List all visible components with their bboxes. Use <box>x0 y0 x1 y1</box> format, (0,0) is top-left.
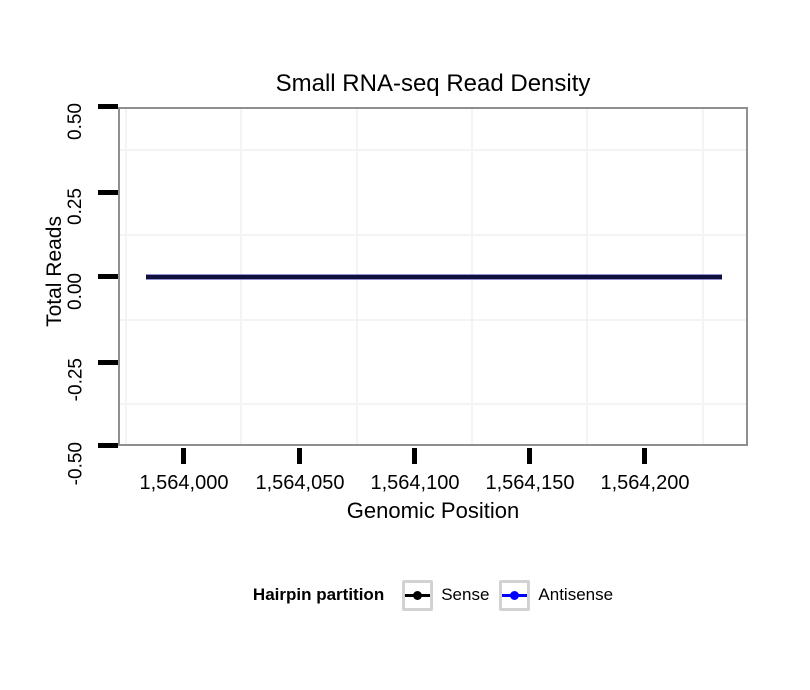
legend-key-point <box>510 590 520 600</box>
gridline-horizontal <box>120 319 746 321</box>
x-tick-mark <box>527 448 532 464</box>
x-tick-label: 1,564,050 <box>255 472 345 494</box>
y-tick-label: 0.00 <box>65 273 86 310</box>
legend-label-antisense: Antisense <box>538 585 614 604</box>
x-tick-mark <box>642 448 647 464</box>
legend-key-point <box>413 590 423 600</box>
gridline-horizontal <box>120 234 746 236</box>
y-tick-label: 0.50 <box>65 103 86 140</box>
series-line-sense-antisense-overlap <box>146 275 722 279</box>
legend-key-antisense-icon <box>499 579 531 611</box>
y-tick-mark <box>98 360 118 365</box>
plot-panel <box>118 107 748 446</box>
y-tick-mark <box>98 104 118 109</box>
y-tick-mark <box>98 274 118 279</box>
x-tick-mark <box>412 448 417 464</box>
y-axis-title: Total Reads <box>43 216 66 327</box>
legend-label-sense: Sense <box>441 585 490 604</box>
x-tick-label: 1,564,150 <box>485 472 575 494</box>
legend: Hairpin partition Sense Antisense <box>118 577 748 613</box>
legend-entry-antisense: Antisense <box>499 579 614 611</box>
x-tick-mark <box>181 448 186 464</box>
x-axis-title: Genomic Position <box>346 498 520 523</box>
legend-entry-sense: Sense <box>402 579 490 611</box>
y-tick-mark <box>98 190 118 195</box>
x-tick-label: 1,564,100 <box>370 472 460 494</box>
y-tick-label: -0.50 <box>65 442 86 486</box>
gridline-horizontal <box>120 403 746 405</box>
legend-key-sense-icon <box>402 579 434 611</box>
legend-title: Hairpin partition <box>252 585 385 604</box>
x-tick-mark <box>297 448 302 464</box>
x-tick-label: 1,564,200 <box>600 472 690 494</box>
gridline-horizontal <box>120 149 746 151</box>
y-tick-label: 0.25 <box>65 188 86 225</box>
gridline-vertical <box>125 109 127 444</box>
chart-title: Small RNA-seq Read Density <box>275 70 591 97</box>
x-tick-label: 1,564,000 <box>139 472 229 494</box>
y-tick-label: -0.25 <box>65 358 86 402</box>
y-tick-mark <box>98 443 118 448</box>
